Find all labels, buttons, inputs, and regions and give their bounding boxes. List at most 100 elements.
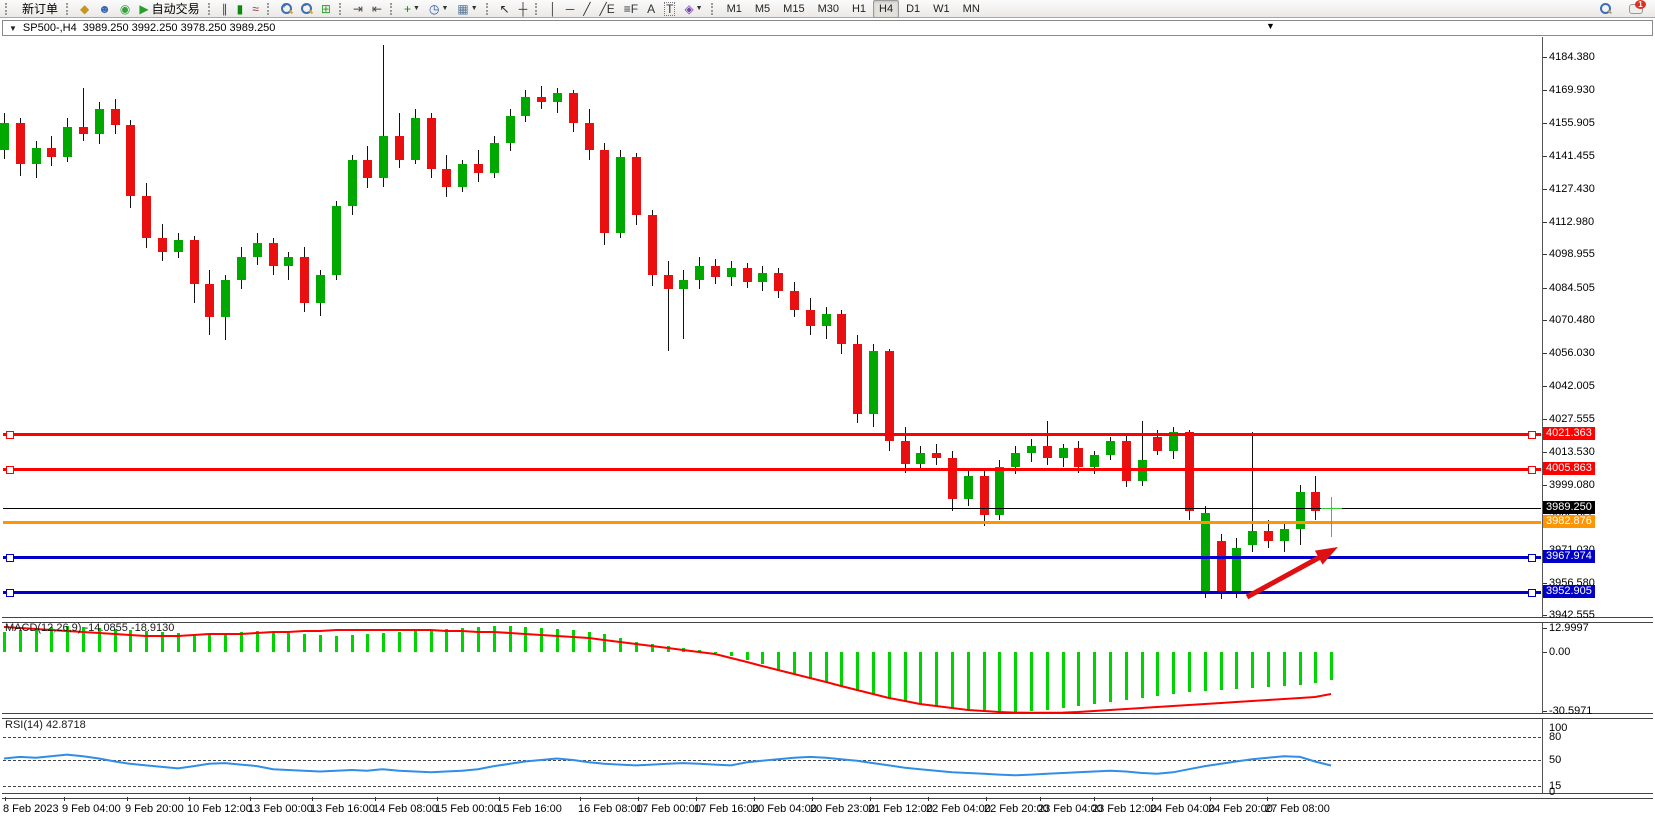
chart-title-bar[interactable]: ▼ SP500-,H4 3989.250 3992.250 3978.250 3… xyxy=(2,20,1653,36)
fibonacci-icon[interactable]: ≡F xyxy=(623,1,639,16)
cursor-icon[interactable]: ↖ xyxy=(499,1,510,16)
bear-candle xyxy=(126,125,135,196)
bear-candle xyxy=(853,344,862,414)
resistance-line-2-handle[interactable] xyxy=(6,466,14,474)
market-watch-icon[interactable]: ◆ xyxy=(80,1,90,16)
line-chart-icon[interactable]: ≈ xyxy=(252,1,259,16)
macd-histogram-bar xyxy=(177,633,180,652)
macd-pane-splitter[interactable] xyxy=(2,617,1653,623)
support-line-1[interactable] xyxy=(3,556,1541,559)
macd-axis-label: -30.5971 xyxy=(1549,705,1593,717)
price-axis-tick xyxy=(1543,156,1547,157)
text-icon[interactable]: A xyxy=(647,1,656,16)
timeframe-button-h4[interactable]: H4 xyxy=(873,0,900,18)
bar-chart-icon[interactable]: ∥ xyxy=(221,1,228,16)
resistance-line-2[interactable] xyxy=(3,468,1541,471)
bear-candle xyxy=(948,458,957,499)
macd-histogram-bar xyxy=(1046,652,1049,710)
bull-candle xyxy=(1232,548,1241,591)
period-clock-icon[interactable]: ◷ ▼ xyxy=(428,1,449,16)
timeframe-button-m30[interactable]: M30 xyxy=(817,2,839,15)
bull-candle xyxy=(379,136,388,178)
bear-candle xyxy=(300,257,309,303)
tile-windows-icon[interactable]: ⊞ xyxy=(320,1,331,16)
resistance-line-2-handle[interactable] xyxy=(1528,466,1536,474)
resistance-line-1-handle[interactable] xyxy=(6,431,14,439)
timeframe-button-mn[interactable]: MN xyxy=(962,2,980,15)
macd-histogram-bar xyxy=(287,633,290,652)
arrows-icon[interactable]: ◈ ▼ xyxy=(684,1,703,16)
chat-icon[interactable]: 1 xyxy=(1625,0,1647,18)
bear-candle xyxy=(537,97,546,102)
signal-icon[interactable]: ◉ xyxy=(119,1,131,16)
macd-histogram-bar xyxy=(208,634,211,652)
price-axis-label: 4056.030 xyxy=(1549,347,1595,359)
macd-histogram-bar xyxy=(414,631,417,652)
support-line-2-price-badge: 3952.905 xyxy=(1543,585,1595,598)
macd-histogram-bar xyxy=(161,632,164,652)
zoom-in-icon[interactable]: + xyxy=(277,0,296,18)
time-axis-label: 16 Feb 08:00 xyxy=(578,803,643,815)
timeframe-button-w1[interactable]: W1 xyxy=(933,2,950,15)
bull-candle xyxy=(916,453,925,464)
search-icon[interactable] xyxy=(1596,0,1615,18)
support-line-1-handle[interactable] xyxy=(1528,554,1536,562)
macd-histogram-bar xyxy=(935,652,938,706)
crosshair-icon[interactable]: ┼ xyxy=(518,1,528,16)
support-line-2-handle[interactable] xyxy=(1528,589,1536,597)
time-axis-splitter xyxy=(2,793,1653,799)
new-order-button[interactable]: 新订单 xyxy=(22,2,59,16)
time-axis-tick xyxy=(499,797,500,801)
current-price-line[interactable] xyxy=(3,508,1541,509)
time-axis-tick xyxy=(312,797,313,801)
vertical-line-icon[interactable]: │ xyxy=(549,1,557,16)
trendline-icon[interactable]: ╱ xyxy=(583,1,591,16)
time-axis-label: 15 Feb 00:00 xyxy=(435,803,500,815)
profile-icon[interactable]: ☻ xyxy=(98,1,111,16)
notification-badge: 1 xyxy=(1635,0,1646,9)
macd-histogram-bar xyxy=(588,632,591,652)
auto-scroll-icon[interactable]: ⇥ xyxy=(352,1,363,16)
candle-wick xyxy=(1047,421,1048,465)
price-axis-tick xyxy=(1543,583,1547,584)
time-axis-tick xyxy=(928,797,929,801)
collapse-triangle-icon[interactable]: ▼ xyxy=(9,23,17,33)
support-line-1-handle[interactable] xyxy=(6,554,14,562)
label-icon[interactable]: T xyxy=(664,1,676,16)
price-axis-separator xyxy=(1542,37,1543,797)
horizontal-line-icon[interactable]: ─ xyxy=(565,1,575,16)
bear-candle xyxy=(664,275,673,289)
timeframe-button-m5[interactable]: M5 xyxy=(754,2,771,15)
timeframe-button-h1[interactable]: H1 xyxy=(851,2,867,15)
bear-candle xyxy=(79,127,88,134)
rsi-pane-splitter[interactable] xyxy=(2,713,1653,719)
template-icon[interactable]: ▦ ▼ xyxy=(457,1,478,16)
chart-shift-marker[interactable]: ▼ xyxy=(1266,21,1275,31)
resistance-line-1-handle[interactable] xyxy=(1528,431,1536,439)
support-line-2[interactable] xyxy=(3,591,1541,594)
support-line-2-handle[interactable] xyxy=(6,589,14,597)
bear-candle xyxy=(1185,432,1194,511)
timeframe-button-d1[interactable]: D1 xyxy=(906,2,921,15)
macd-values: -14.0855 -18.9130 xyxy=(84,622,175,634)
price-axis-tick xyxy=(1543,320,1547,321)
zoom-out-icon[interactable]: − xyxy=(297,0,316,18)
resistance-line-1[interactable] xyxy=(3,433,1541,436)
bull-candle xyxy=(348,160,357,206)
timeframe-button-m1[interactable]: M1 xyxy=(726,2,742,15)
add-indicator-icon[interactable]: + ▼ xyxy=(404,1,420,16)
price-axis-label: 4127.430 xyxy=(1549,183,1595,195)
price-axis-tick xyxy=(1543,386,1547,387)
bear-candle xyxy=(901,441,910,464)
candlestick-icon[interactable]: ▮ xyxy=(236,1,244,16)
channel-icon[interactable]: ╱E xyxy=(599,1,615,16)
resistance-line-2-price-badge: 4005.863 xyxy=(1543,462,1595,475)
price-axis-tick xyxy=(1543,222,1547,223)
chart-shift-icon[interactable]: ⇤ xyxy=(371,1,383,16)
current-bar-doji xyxy=(1331,497,1332,537)
autotrading-button[interactable]: ▶ 自动交易 xyxy=(139,1,200,16)
macd-axis-label: 12.9997 xyxy=(1549,622,1589,634)
pivot-line[interactable] xyxy=(3,521,1541,524)
timeframe-button-m15[interactable]: M15 xyxy=(783,2,805,15)
toolbar-grip xyxy=(266,2,273,15)
